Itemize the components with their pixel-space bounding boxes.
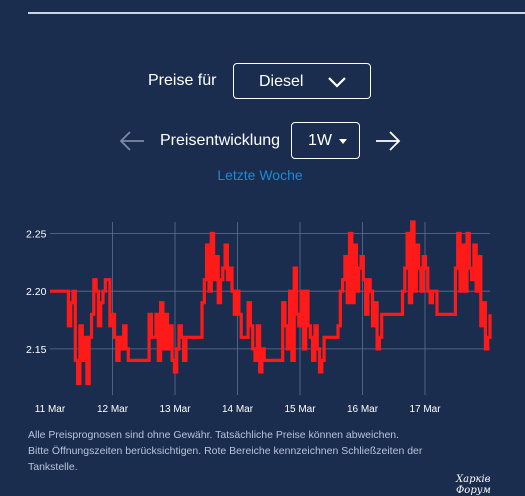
- chart-grid: [50, 222, 490, 395]
- fuel-dropdown[interactable]: Diesel: [233, 63, 371, 99]
- x-tick-label: 17 Mar: [409, 404, 441, 415]
- disclaimer-line-3: Tankstelle.: [28, 461, 78, 473]
- chevron-down-icon: [328, 77, 346, 88]
- arrow-left-icon[interactable]: [118, 130, 146, 152]
- y-tick-label: 2.20: [26, 286, 47, 298]
- trend-label: Preisentwicklung: [160, 132, 281, 149]
- period-dropdown[interactable]: 1W: [291, 122, 360, 159]
- fuel-label: Preise für: [148, 72, 217, 89]
- y-axis-labels: 2.25 2.20 2.15: [26, 229, 47, 356]
- y-tick-label: 2.25: [26, 229, 47, 241]
- disclaimer-line-1: Alle Preisprognosen sind ohne Gewähr. Ta…: [28, 429, 400, 441]
- x-tick-label: 13 Mar: [159, 404, 191, 415]
- caret-down-icon: [339, 139, 347, 144]
- x-tick-label: 16 Mar: [347, 404, 379, 415]
- disclaimer: Alle Preisprognosen sind ohne Gewähr. Ta…: [28, 427, 498, 475]
- arrow-right-icon[interactable]: [374, 130, 402, 152]
- x-tick-label: 12 Mar: [97, 404, 129, 415]
- period-link[interactable]: Letzte Woche: [217, 167, 303, 183]
- price-chart: 2.25 2.20 2.15 11 Mar 12 Mar 13 Mar 14 Mar 15 …: [26, 220, 492, 415]
- fuel-dropdown-value: Diesel: [259, 73, 304, 90]
- y-tick-label: 2.15: [26, 344, 47, 356]
- trend-row: Preisentwicklung 1W: [0, 122, 525, 160]
- top-divider: [28, 12, 525, 14]
- price-series-line: [50, 220, 492, 386]
- x-tick-label: 15 Mar: [284, 404, 316, 415]
- fuel-selector-row: Preise für Diesel: [0, 63, 525, 101]
- x-axis-labels: 11 Mar 12 Mar 13 Mar 14 Mar 15 Mar 16 Mar 17 M…: [35, 404, 441, 415]
- watermark: Харків Форум: [456, 474, 491, 496]
- disclaimer-line-2: Bitte Öffnungszeiten berücksichtigen. Ro…: [28, 445, 423, 457]
- x-tick-label: 11 Mar: [35, 404, 66, 415]
- x-tick-label: 14 Mar: [222, 404, 254, 415]
- period-dropdown-value: 1W: [308, 132, 332, 149]
